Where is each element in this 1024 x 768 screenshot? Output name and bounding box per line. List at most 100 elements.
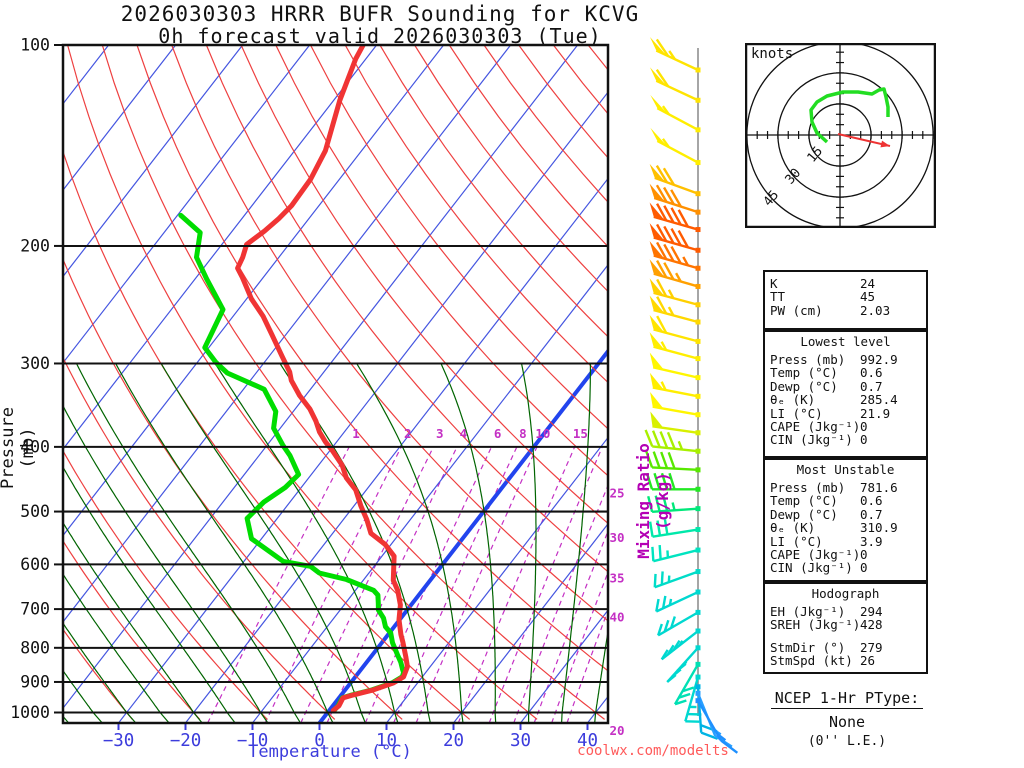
temp-tick-label: 0: [314, 731, 325, 751]
mixing-ratio-label: 8: [519, 426, 527, 441]
stat-label: StmDir (°): [770, 639, 846, 655]
stat-row: Dewp (°C) 0.7: [765, 379, 926, 393]
stat-row: PW (cm) 2.03: [765, 303, 926, 317]
watermark: coolwx.com/modelts: [577, 743, 729, 759]
mixing-ratio-label: 3: [436, 426, 444, 441]
hodograph-ring-label: 30: [783, 166, 805, 188]
stat-value: 310.9: [860, 520, 898, 536]
panel-title: Hodograph: [811, 586, 880, 601]
wind-barb: [648, 519, 701, 538]
stat-value: 21.9: [860, 405, 891, 421]
pressure-axis-label: Pressure (mb): [0, 407, 38, 489]
moist-adiabat: [115, 363, 334, 723]
stat-row: K 24: [765, 276, 926, 291]
moist-adiabat: [63, 622, 137, 723]
wind-barb: [649, 223, 701, 253]
wind-barb: [645, 472, 701, 492]
panel-title: Lowest level: [800, 334, 891, 349]
moist-adiabat: [160, 363, 366, 723]
temp-tick-label: 40: [577, 731, 598, 751]
stat-label: Temp (°C): [770, 365, 838, 381]
most-unstable-panel: Most Unstable Press (mb) 781.6 Temp (°C) 0.6…: [763, 458, 928, 582]
stat-row: CAPE (Jkg⁻¹) 0: [765, 546, 926, 562]
wind-barb: [649, 183, 701, 215]
stat-label: EH (Jkg⁻¹): [770, 604, 846, 619]
stat-label: StmSpd (kt): [770, 653, 853, 669]
page-title: 2026030303 HRRR BUFR Sounding for KCVG: [120, 2, 640, 26]
wind-barb: [647, 494, 701, 514]
wind-barb: [649, 163, 701, 197]
ptype-detail: (0'' L.E.): [807, 734, 887, 749]
stat-value: 45: [860, 289, 876, 305]
stat-row: TT 45: [765, 289, 926, 305]
stat-value: 285.4: [860, 392, 898, 408]
moist-adiabat: [561, 363, 592, 723]
dry-adiabat: [63, 257, 403, 720]
pressure-tick-label: 100: [20, 36, 50, 55]
wind-barb: [695, 698, 739, 754]
dewpoint-trace: [178, 212, 407, 713]
mixing-ratio-label: 15: [573, 426, 588, 441]
stat-row: Temp (°C) 0.6: [765, 493, 926, 509]
moist-adiabat: [520, 363, 537, 723]
wind-barb: [650, 95, 701, 133]
isotherm: [63, 45, 579, 710]
dry-adiabat: [205, 45, 608, 573]
isotherm: [63, 45, 177, 192]
pressure-tick-label: 700: [20, 600, 50, 619]
moist-adiabat: [440, 363, 497, 723]
pressure-tick-label: 500: [20, 502, 50, 521]
temperature-axis-label: Temperature (°C): [248, 742, 412, 762]
stat-label: CIN (Jkg⁻¹): [770, 560, 853, 576]
hodograph-trace: [809, 87, 890, 144]
temp-tick-label: 10: [376, 731, 397, 751]
dry-adiabat: [63, 150, 471, 720]
isotherm: [63, 45, 311, 364]
stat-label: Dewp (°C): [770, 506, 838, 522]
stat-value: 0.6: [860, 493, 883, 509]
dry-adiabat: [240, 45, 608, 525]
pressure-tick-label: 400: [20, 437, 50, 456]
wind-barb: [645, 450, 701, 473]
stat-value: 24: [860, 276, 876, 291]
temp-tick-label: 20: [443, 731, 464, 751]
wind-barb: [650, 127, 701, 166]
stat-value: 3.9: [860, 533, 883, 549]
dry-adiabat: [67, 45, 538, 720]
dry-adiabat: [63, 449, 268, 720]
mixing-ratio-line: [264, 447, 402, 723]
stat-row: StmDir (°) 279: [765, 639, 926, 655]
wind-barb: [651, 544, 701, 563]
stat-value: 0: [860, 432, 868, 448]
mixing-ratio-label: 2: [404, 426, 412, 441]
dry-adiabat: [414, 45, 608, 293]
wind-barb: [649, 372, 701, 399]
isotherm: [520, 609, 608, 723]
stat-row: CIN (Jkg⁻¹) 0: [765, 560, 926, 576]
mixing-ratio-line: [326, 447, 458, 723]
stat-row: Dewp (°C) 0.7: [765, 506, 926, 522]
temperature-trace: [235, 45, 410, 713]
stat-row: EH (Jkg⁻¹) 294: [765, 604, 926, 619]
isotherm: [185, 177, 608, 723]
moist-adiabat: [75, 363, 302, 723]
wind-barb: [650, 411, 701, 436]
stat-label: Press (mb): [770, 352, 846, 367]
stat-row: SREH (Jkg⁻¹) 428: [765, 618, 926, 632]
stat-row: LI (°C) 3.9: [765, 533, 926, 549]
dry-adiabat: [275, 45, 608, 477]
mixing-ratio-label: 20: [609, 723, 624, 738]
isotherm: [386, 436, 608, 723]
pressure-tick-label: 200: [20, 236, 50, 255]
ptype-label: NCEP 1-Hr PType:: [770, 689, 924, 709]
stat-value: 0: [860, 546, 868, 562]
stat-value: 0: [860, 418, 868, 434]
hodograph-border: [745, 43, 936, 228]
mixing-ratio-line: [364, 447, 492, 723]
dry-adiabat: [63, 539, 201, 720]
stat-row: θₑ (K) 310.9: [765, 520, 926, 536]
hodograph-stats-panel: Hodograph EH (Jkg⁻¹) 294 SREH (Jkg⁻¹) 428 Stm…: [763, 582, 928, 674]
storm-motion-arrowhead: [880, 140, 890, 148]
temp-tick-label: −10: [237, 731, 269, 751]
hodograph-units-label: knots: [751, 46, 794, 62]
